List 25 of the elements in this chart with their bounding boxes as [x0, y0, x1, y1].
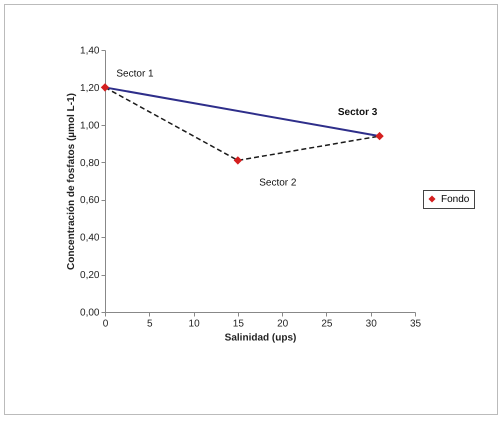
- x-tick-label: 20: [277, 318, 289, 330]
- y-tick-label: 0,60: [80, 195, 100, 206]
- y-axis-title: Concentración de fosfatos (µmol L-1): [66, 93, 78, 270]
- y-tick-label: 0,40: [80, 232, 100, 244]
- x-axis-title: Salinidad (ups): [224, 332, 296, 344]
- annotation: Sector 2: [259, 177, 297, 188]
- point: [234, 156, 242, 165]
- x-tick-label: 0: [102, 318, 109, 330]
- x-tick-label: 30: [366, 318, 378, 330]
- point: [100, 83, 110, 92]
- y-tick-label: 0,00: [80, 308, 100, 318]
- y-tick-label: 1,20: [80, 82, 100, 94]
- y-tick-label: 0,80: [80, 158, 100, 169]
- x-tick-label: 10: [188, 318, 200, 330]
- y-tick-label: 1,00: [80, 120, 100, 132]
- y-tick-label: 1,40: [80, 46, 100, 56]
- annotation: Sector 3: [338, 107, 378, 118]
- y-tick-label: 0,20: [80, 270, 100, 282]
- annotation: Sector 1: [116, 68, 154, 80]
- x-tick-label: 15: [232, 318, 244, 330]
- x-tick-label: 35: [410, 318, 422, 330]
- legend-label: Fondo: [441, 194, 470, 205]
- x-tick-label: 5: [147, 318, 154, 330]
- point: [375, 132, 384, 140]
- x-tick-label: 25: [321, 318, 333, 330]
